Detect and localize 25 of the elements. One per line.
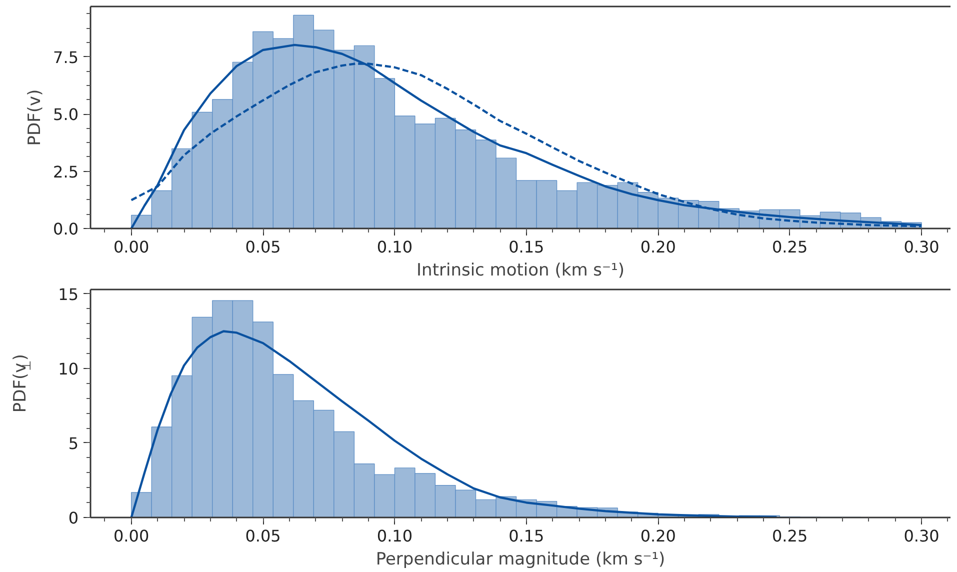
x-tick-label: 0.00 — [114, 238, 150, 256]
y-tick-label: 0.0 — [53, 220, 79, 238]
y-axis-title: PDF(v) — [25, 89, 46, 146]
x-tick-label: 0.25 — [772, 526, 808, 546]
y-tick-label: 10 — [58, 359, 78, 378]
y-tick-label: 2.5 — [53, 162, 79, 182]
y-tick-label: 7.5 — [53, 48, 79, 67]
y-tick-label: 15 — [58, 284, 78, 304]
x-tick-label: 0.10 — [376, 526, 413, 546]
x-tick-label: 0.30 — [904, 526, 940, 546]
x-tick-label: 0.10 — [376, 238, 413, 256]
x-tick-label: 0.30 — [904, 238, 940, 256]
y-tick-label: 5.0 — [53, 105, 79, 124]
x-tick-label: 0.00 — [114, 526, 150, 546]
x-tick-label: 0.05 — [245, 526, 281, 546]
x-tick-label: 0.20 — [640, 238, 676, 256]
x-axis-title: Perpendicular magnitude (km s⁻¹) — [376, 550, 666, 570]
x-tick-label: 0.15 — [508, 238, 544, 256]
x-tick-label: 0.15 — [508, 526, 544, 546]
x-tick-label: 0.05 — [245, 238, 281, 256]
x-axis-title: Intrinsic motion (km s⁻¹) — [416, 260, 624, 280]
y-tick-label: 0 — [68, 508, 79, 528]
x-tick-label: 0.25 — [772, 238, 808, 256]
x-tick-label: 0.20 — [640, 526, 676, 546]
y-tick-label: 5 — [68, 434, 79, 453]
